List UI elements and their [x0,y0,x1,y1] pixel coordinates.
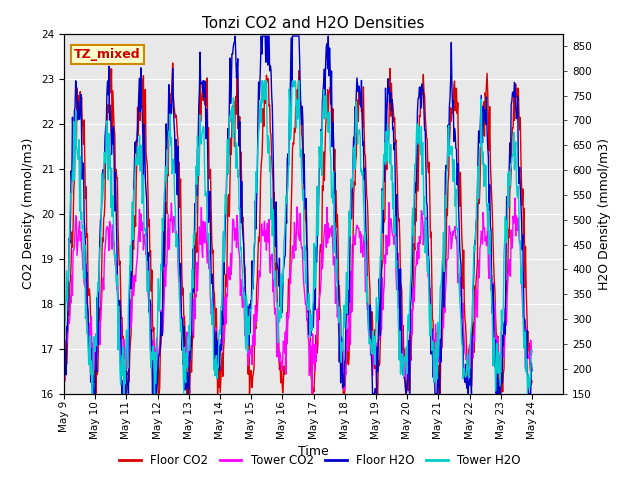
Tower H2O [88,391,96,396]
Line: Floor H2O: Floor H2O [64,36,532,394]
Tower H2O [258,78,266,84]
Legend: Floor CO2, Tower CO2, Floor H2O, Tower H2O: Floor CO2, Tower CO2, Floor H2O, Tower H… [115,449,525,472]
Tower H2O [60,363,68,369]
Floor CO2 [165,130,173,136]
Floor H2O [117,372,125,377]
Tower CO2 [60,354,68,360]
Tower H2O [528,347,536,353]
Floor H2O [68,114,76,120]
Floor H2O [356,86,364,92]
Floor CO2 [190,295,198,301]
Tower CO2 [189,333,196,339]
Floor H2O [257,33,265,39]
Tower H2O [369,338,377,344]
Floor H2O [60,366,68,372]
Tower CO2 [308,391,316,396]
Floor CO2 [92,391,100,396]
Floor CO2 [369,359,377,364]
Floor CO2 [169,60,177,66]
Line: Floor CO2: Floor CO2 [64,63,532,394]
Tower CO2 [355,226,363,231]
Floor CO2 [60,370,68,375]
Tower CO2 [68,293,76,299]
Tower H2O [68,169,76,175]
Floor H2O [528,368,536,373]
Floor H2O [189,289,197,295]
Tower H2O [165,129,173,134]
X-axis label: Time: Time [298,444,329,457]
Line: Tower H2O: Tower H2O [64,81,532,394]
Y-axis label: H2O Density (mmol/m3): H2O Density (mmol/m3) [598,138,611,289]
Tower H2O [117,368,125,373]
Floor CO2 [68,244,76,250]
Floor CO2 [356,100,364,106]
Text: TZ_mixed: TZ_mixed [74,48,141,61]
Floor CO2 [528,378,536,384]
Floor H2O [88,391,96,396]
Line: Tower CO2: Tower CO2 [64,198,532,394]
Tower CO2 [511,195,519,201]
Tower CO2 [116,337,124,343]
Floor H2O [165,82,173,87]
Title: Tonzi CO2 and H2O Densities: Tonzi CO2 and H2O Densities [202,16,425,31]
Y-axis label: CO2 Density (mmol/m3): CO2 Density (mmol/m3) [22,138,35,289]
Tower CO2 [528,348,536,354]
Tower CO2 [164,212,172,217]
Tower H2O [189,232,197,238]
Tower CO2 [369,372,376,378]
Floor H2O [369,391,377,396]
Tower H2O [356,127,364,132]
Floor CO2 [117,315,125,321]
